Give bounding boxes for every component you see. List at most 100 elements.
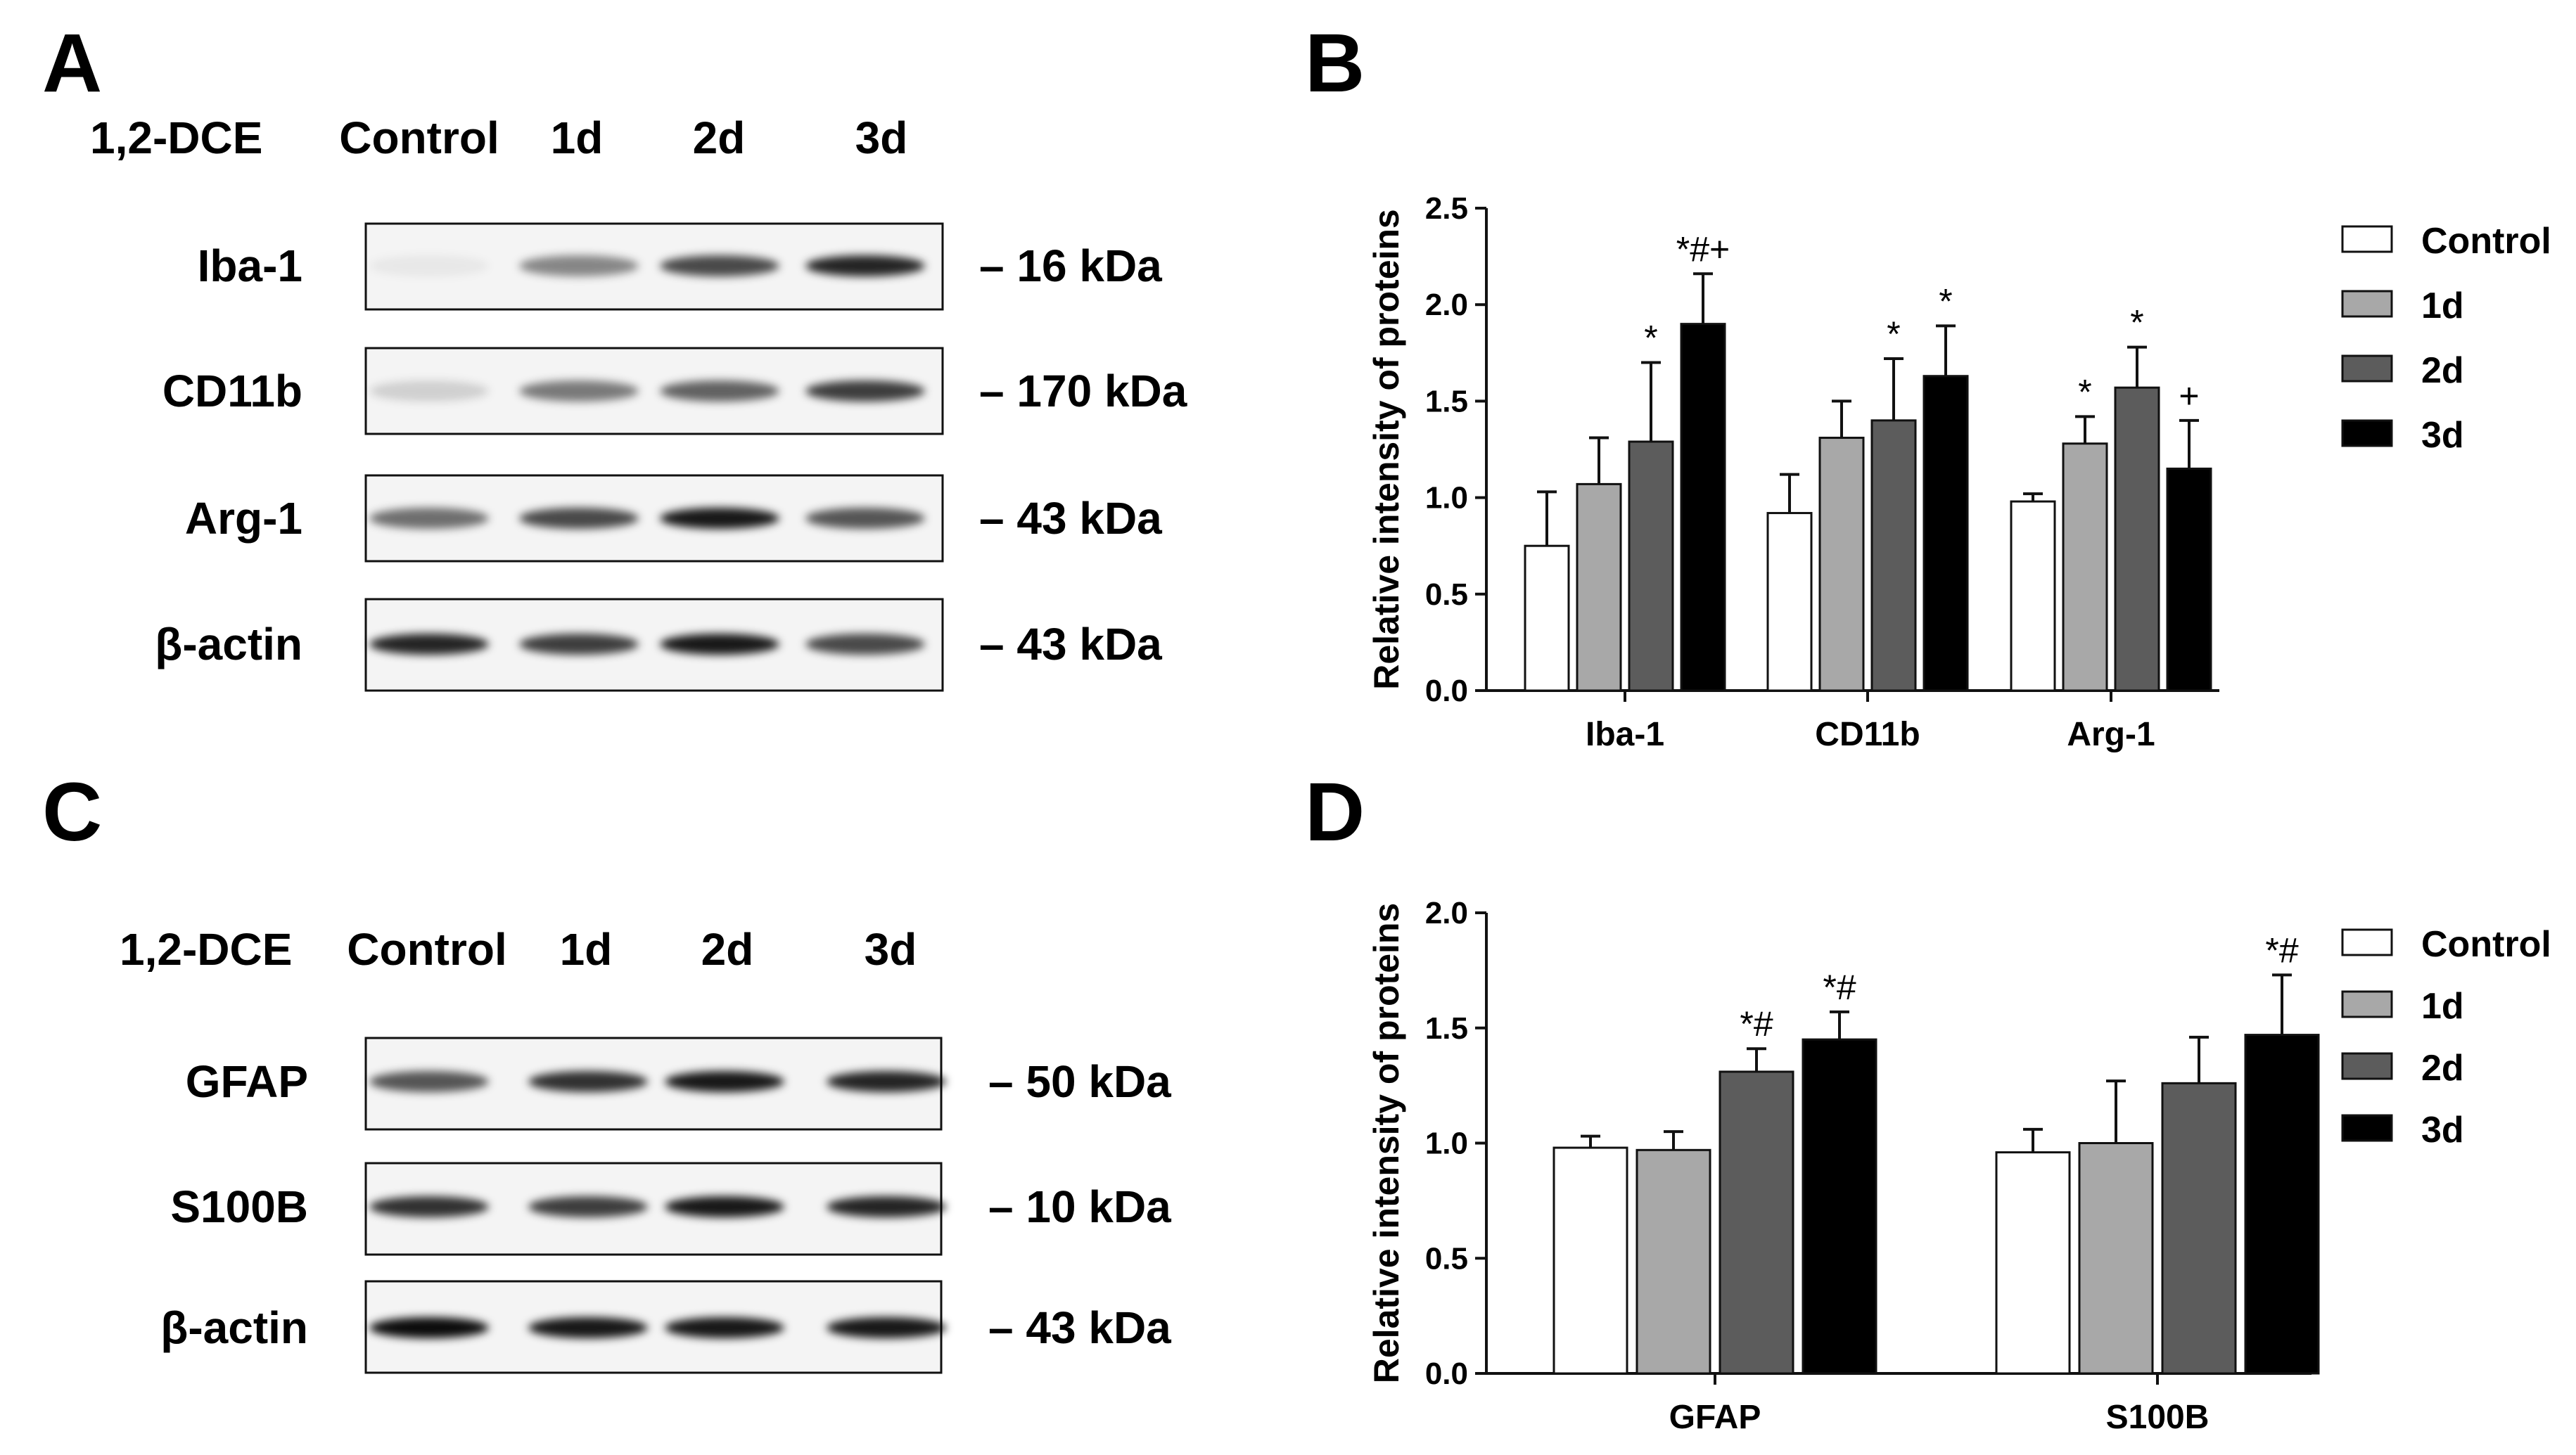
protein-band bbox=[528, 1071, 648, 1092]
legend-swatch bbox=[2341, 928, 2393, 956]
protein-band bbox=[665, 1196, 784, 1217]
legend-label: Control bbox=[2421, 924, 2551, 965]
y-tick-label: 2.0 bbox=[1425, 288, 1468, 322]
legend-entry-3d: 3d bbox=[2341, 1110, 2464, 1150]
y-tick-label: 1.0 bbox=[1425, 481, 1468, 515]
lane-label-1d: 1d bbox=[560, 924, 613, 975]
legend-label: Control bbox=[2421, 221, 2551, 262]
protein-band bbox=[519, 380, 639, 402]
category-label-s100b: S100B bbox=[2106, 1399, 2210, 1436]
legend-label: 1d bbox=[2421, 286, 2464, 326]
y-tick-label: 0.0 bbox=[1425, 1357, 1468, 1391]
legend-label: 2d bbox=[2421, 1048, 2464, 1089]
bar-control-gfap bbox=[1552, 1146, 1628, 1375]
blot-row-iba-1: Iba-1 – 16 kDa bbox=[198, 222, 1162, 311]
molecular-weight-label: – 43 kDa bbox=[979, 619, 1162, 669]
y-tick-label: 1.5 bbox=[1425, 384, 1468, 418]
legend-swatch bbox=[2341, 1052, 2393, 1080]
protein-band bbox=[660, 508, 779, 529]
legend-swatch bbox=[2341, 419, 2393, 447]
legend-label: 3d bbox=[2421, 1110, 2464, 1150]
protein-band bbox=[805, 255, 925, 276]
blot-row-cd11b: CD11b – 170 kDa bbox=[162, 347, 1187, 435]
protein-band bbox=[519, 255, 639, 276]
protein-band bbox=[660, 380, 779, 402]
y-axis-label: Relative intensity of proteins bbox=[1367, 903, 1406, 1383]
protein-band bbox=[528, 1317, 648, 1338]
legend-entry-control: Control bbox=[2341, 924, 2551, 965]
bar-1d-gfap bbox=[1635, 1148, 1711, 1375]
protein-band bbox=[805, 508, 925, 529]
significance-mark: + bbox=[2179, 376, 2199, 416]
bar-2d-arg-1 bbox=[2114, 386, 2160, 692]
category-label-gfap: GFAP bbox=[1669, 1399, 1761, 1436]
bar-3d-iba-1 bbox=[1680, 323, 1726, 692]
significance-mark: *# bbox=[1740, 1004, 1773, 1044]
protein-label: Arg-1 bbox=[185, 493, 302, 544]
panel-label-c: C bbox=[42, 766, 102, 859]
protein-label: Iba-1 bbox=[198, 241, 302, 291]
molecular-weight-label: – 50 kDa bbox=[988, 1056, 1171, 1107]
blot-row-arg-1: Arg-1 – 43 kDa bbox=[185, 474, 1162, 563]
legend-entry-2d: 2d bbox=[2341, 1048, 2464, 1089]
lane-label-control: Control bbox=[339, 113, 499, 163]
category-label-cd11b: CD11b bbox=[1815, 716, 1920, 753]
protein-band bbox=[660, 255, 779, 276]
bar-control-arg-1 bbox=[2010, 500, 2056, 692]
legend-swatch bbox=[2341, 354, 2393, 383]
y-tick-label: 2.0 bbox=[1425, 896, 1468, 930]
protein-label: β-actin bbox=[155, 619, 302, 669]
blot-row-gfap: GFAP – 50 kDa bbox=[186, 1037, 1171, 1131]
y-axis-label: Relative intensity of proteins bbox=[1367, 209, 1406, 689]
blot-row-actin: β-actin – 43 kDa bbox=[160, 1280, 1171, 1374]
treatment-label: 1,2-DCE bbox=[120, 924, 292, 975]
protein-band bbox=[369, 508, 489, 529]
protein-band bbox=[827, 1196, 946, 1217]
protein-band bbox=[665, 1317, 784, 1338]
bar-chart-d: 0.0 0.5 1.0 1.5 2.0 Relative intensity of pro… bbox=[1367, 896, 2551, 1436]
bar-control-cd11b bbox=[1766, 512, 1813, 692]
legend-entry-1d: 1d bbox=[2341, 986, 2464, 1027]
lane-label-2d: 2d bbox=[693, 113, 746, 163]
legend-entry-3d: 3d bbox=[2341, 415, 2464, 456]
bar-control-s100b bbox=[1995, 1151, 2071, 1375]
bar-1d-s100b bbox=[2078, 1142, 2154, 1375]
protein-label: β-actin bbox=[160, 1302, 308, 1353]
y-tick-label: 0.0 bbox=[1425, 674, 1468, 708]
significance-mark: *# bbox=[1823, 968, 1856, 1007]
bar-2d-iba-1 bbox=[1628, 440, 1674, 692]
lane-label-3d: 3d bbox=[855, 113, 908, 163]
protein-label: S100B bbox=[170, 1181, 308, 1232]
protein-band bbox=[519, 634, 639, 655]
significance-mark: * bbox=[2130, 303, 2143, 342]
bar-1d-cd11b bbox=[1818, 437, 1865, 692]
treatment-label: 1,2-DCE bbox=[90, 113, 262, 163]
significance-mark: *# bbox=[2265, 930, 2298, 970]
bar-2d-s100b bbox=[2161, 1082, 2237, 1375]
panel-label-b: B bbox=[1305, 17, 1365, 110]
y-tick-label: 2.5 bbox=[1425, 191, 1468, 226]
protein-band bbox=[369, 1317, 489, 1338]
protein-label: GFAP bbox=[186, 1056, 308, 1107]
blot-row-actin: β-actin – 43 kDa bbox=[155, 598, 1162, 692]
legend-label: 3d bbox=[2421, 415, 2464, 456]
legend-entry-control: Control bbox=[2341, 221, 2551, 262]
western-blot-c: 1,2-DCE Control 1d 2d 3d GFAP – 50 kDa S10… bbox=[120, 924, 1171, 1374]
legend-swatch bbox=[2341, 225, 2393, 253]
legend-swatch bbox=[2341, 990, 2393, 1018]
legend-label: 2d bbox=[2421, 350, 2464, 391]
significance-mark: * bbox=[2078, 372, 2091, 411]
bar-3d-gfap bbox=[1802, 1038, 1877, 1375]
protein-band bbox=[805, 380, 925, 402]
protein-band bbox=[369, 1071, 489, 1092]
western-blot-a: 1,2-DCE Control 1d 2d 3d Iba-1 – 16 kDa CD… bbox=[90, 113, 1187, 692]
significance-mark: * bbox=[1887, 314, 1900, 354]
y-tick-label: 1.5 bbox=[1425, 1011, 1468, 1046]
lane-label-2d: 2d bbox=[701, 924, 754, 975]
significance-mark: *#+ bbox=[1676, 229, 1730, 269]
lane-label-3d: 3d bbox=[865, 924, 917, 975]
y-tick-label: 0.5 bbox=[1425, 1241, 1468, 1276]
protein-band bbox=[805, 634, 925, 655]
y-tick-label: 0.5 bbox=[1425, 577, 1468, 612]
